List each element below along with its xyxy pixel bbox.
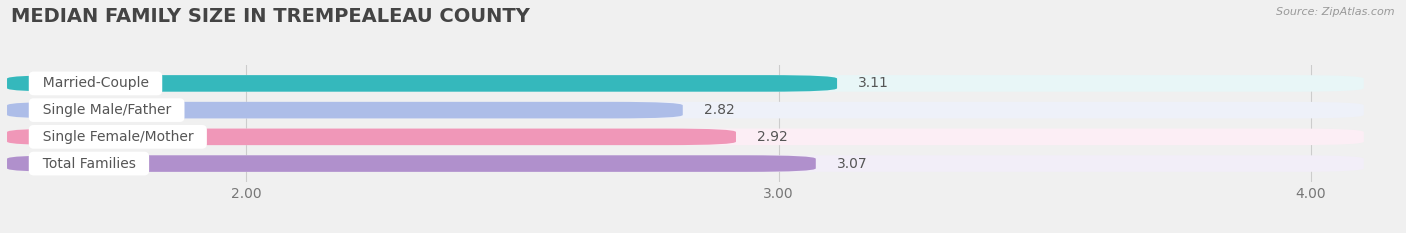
Text: Married-Couple: Married-Couple [34, 76, 157, 90]
FancyBboxPatch shape [7, 155, 1364, 172]
Text: Total Families: Total Families [34, 157, 145, 171]
FancyBboxPatch shape [7, 102, 683, 118]
Text: 3.11: 3.11 [858, 76, 889, 90]
FancyBboxPatch shape [7, 75, 837, 92]
Text: MEDIAN FAMILY SIZE IN TREMPEALEAU COUNTY: MEDIAN FAMILY SIZE IN TREMPEALEAU COUNTY [11, 7, 530, 26]
Text: Source: ZipAtlas.com: Source: ZipAtlas.com [1277, 7, 1395, 17]
Text: 2.92: 2.92 [758, 130, 787, 144]
Text: Single Female/Mother: Single Female/Mother [34, 130, 202, 144]
FancyBboxPatch shape [7, 155, 815, 172]
FancyBboxPatch shape [7, 129, 1364, 145]
FancyBboxPatch shape [7, 129, 735, 145]
Text: 3.07: 3.07 [837, 157, 868, 171]
Text: Single Male/Father: Single Male/Father [34, 103, 180, 117]
Text: 2.82: 2.82 [704, 103, 735, 117]
FancyBboxPatch shape [7, 75, 1364, 92]
FancyBboxPatch shape [7, 102, 1364, 118]
